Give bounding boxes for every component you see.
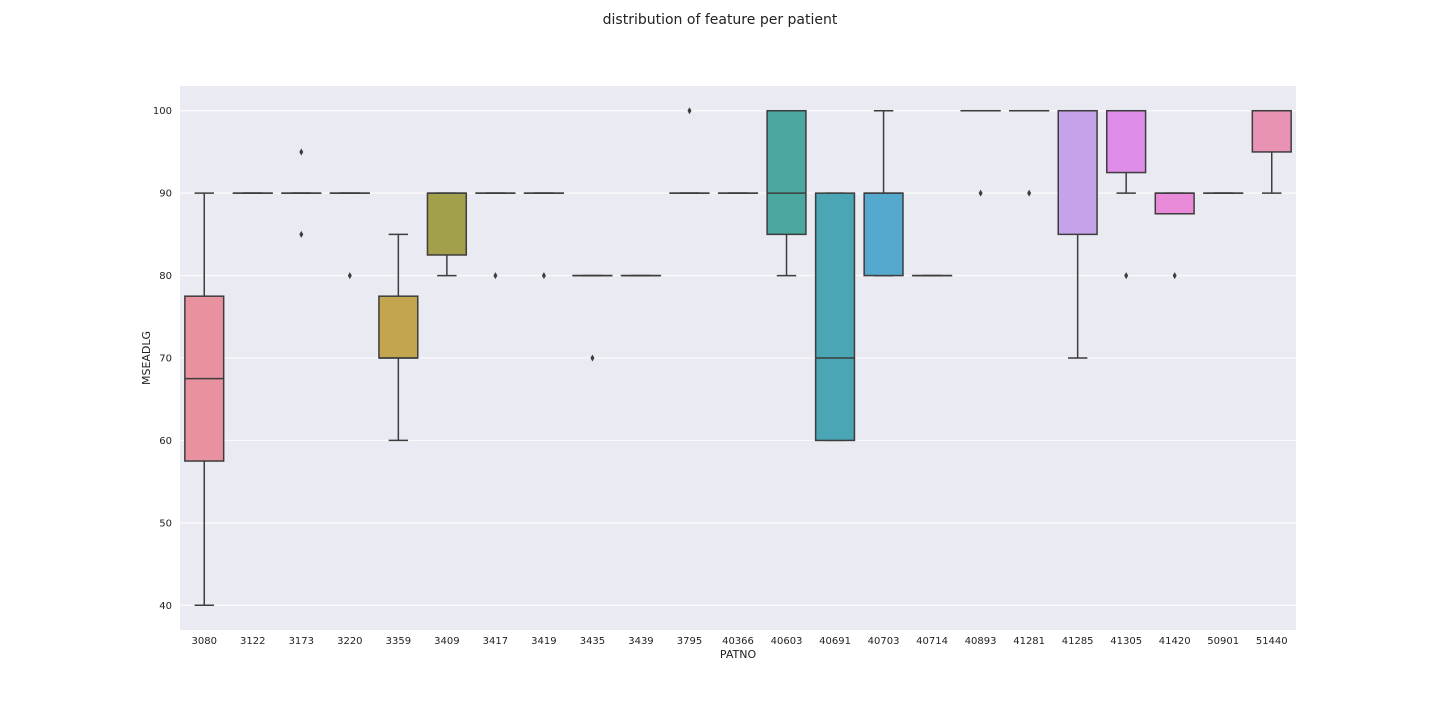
box-3080 xyxy=(184,192,225,607)
box-body xyxy=(1251,109,1292,153)
x-tick-label: 3419 xyxy=(531,636,556,647)
box-41305 xyxy=(1106,109,1147,280)
x-tick-label: 3173 xyxy=(289,636,314,647)
x-tick-label: 40703 xyxy=(868,636,900,647)
box-3359 xyxy=(378,233,419,442)
x-tick-label: 3417 xyxy=(483,636,508,647)
x-tick-label: 3435 xyxy=(580,636,605,647)
box-3409 xyxy=(426,192,468,277)
chart-title: distribution of feature per patient xyxy=(603,12,838,28)
box-body xyxy=(766,109,807,236)
y-tick-labels: 40 50 60 70 80 90 100 xyxy=(153,106,172,612)
x-tick-label: 40603 xyxy=(771,636,803,647)
x-tick-label: 40714 xyxy=(916,636,948,647)
y-tick-label: 40 xyxy=(159,601,172,612)
x-tick-label: 51440 xyxy=(1256,636,1288,647)
box-series xyxy=(184,107,1292,607)
x-tick-label: 41420 xyxy=(1159,636,1191,647)
x-tick-label: 40893 xyxy=(965,636,997,647)
x-tick-labels: 3080 3122 3173 3220 3359 3409 3417 3419 3435 3439… xyxy=(192,636,1288,647)
box-3417 xyxy=(475,192,516,280)
box-40893 xyxy=(960,109,1001,197)
x-tick-label: 3359 xyxy=(386,636,411,647)
x-tick-label: 3122 xyxy=(240,636,265,647)
box-3220 xyxy=(329,192,370,280)
box-body xyxy=(1057,109,1098,236)
x-tick-label: 3439 xyxy=(628,636,653,647)
x-tick-label: 3080 xyxy=(192,636,217,647)
x-tick-label: 41281 xyxy=(1013,636,1045,647)
outlier-point xyxy=(299,230,304,238)
box-51440 xyxy=(1251,109,1292,194)
box-body xyxy=(426,192,468,256)
y-tick-label: 80 xyxy=(159,271,172,282)
outlier-point xyxy=(1172,272,1177,280)
box-body xyxy=(1154,192,1195,215)
box-3435 xyxy=(572,274,613,362)
outlier-point xyxy=(978,189,983,197)
box-41285 xyxy=(1057,109,1098,359)
box-body xyxy=(1106,109,1147,174)
box-body xyxy=(863,192,904,277)
box-41420 xyxy=(1154,192,1195,280)
outlier-point xyxy=(347,272,352,280)
outlier-point xyxy=(493,272,498,280)
x-tick-label: 3220 xyxy=(337,636,362,647)
box-3795 xyxy=(669,107,710,194)
outlier-point xyxy=(1124,272,1129,280)
y-tick-label: 90 xyxy=(159,189,172,200)
outlier-point xyxy=(1027,189,1032,197)
x-tick-label: 41285 xyxy=(1062,636,1094,647)
x-tick-label: 41305 xyxy=(1110,636,1142,647)
box-40691 xyxy=(814,192,856,442)
x-tick-label: 40691 xyxy=(819,636,851,647)
y-tick-label: 60 xyxy=(159,436,172,447)
box-41281 xyxy=(1008,109,1050,197)
y-tick-label: 70 xyxy=(159,354,172,365)
box-3173 xyxy=(281,148,322,238)
x-tick-label: 3409 xyxy=(434,636,459,647)
x-tick-label: 50901 xyxy=(1207,636,1239,647)
box-body xyxy=(814,192,856,442)
x-tick-label: 40366 xyxy=(722,636,754,647)
box-40603 xyxy=(766,109,807,277)
y-tick-label: 50 xyxy=(159,518,172,529)
box-3419 xyxy=(523,192,565,280)
outlier-point xyxy=(687,107,692,115)
outlier-point xyxy=(299,148,304,156)
x-tick-label: 3795 xyxy=(677,636,702,647)
x-axis-label: PATNO xyxy=(720,648,757,661)
outlier-point xyxy=(541,272,546,280)
y-tick-label: 100 xyxy=(153,106,172,117)
y-axis-label: MSEADLG xyxy=(140,331,153,385)
box-40703 xyxy=(863,109,904,277)
outlier-point xyxy=(590,354,595,362)
box-body xyxy=(378,295,419,359)
